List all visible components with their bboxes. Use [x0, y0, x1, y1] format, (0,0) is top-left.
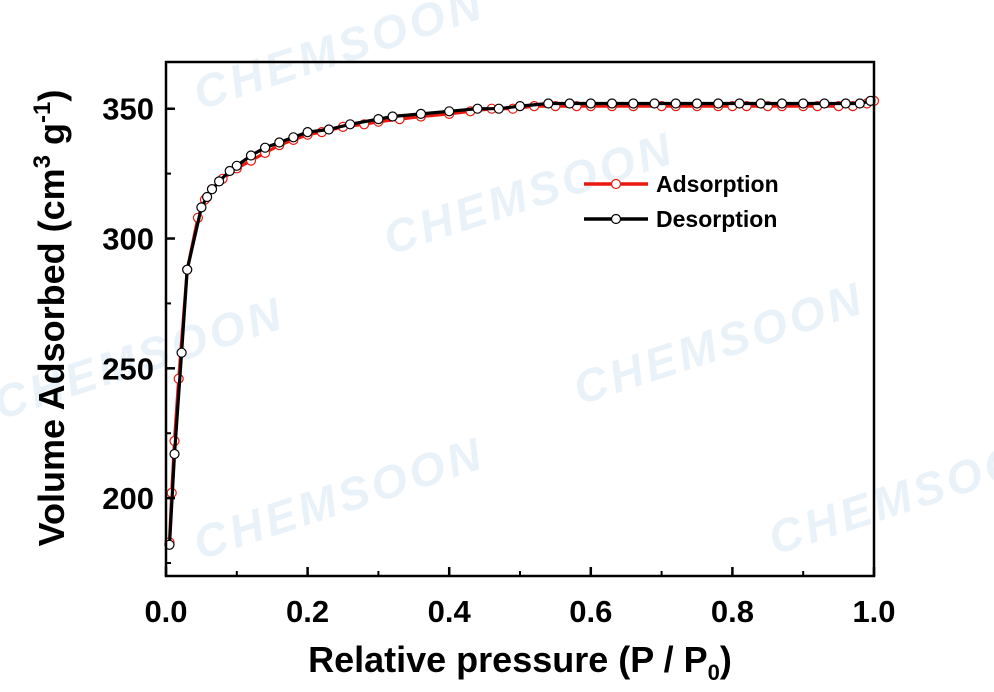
- legend-desorption-label: Desorption: [656, 206, 777, 232]
- desorption-point: [182, 264, 193, 275]
- x-tick-label: 0.4: [428, 594, 472, 629]
- series-layer: [164, 95, 880, 550]
- desorption-point: [323, 124, 334, 135]
- desorption-point: [691, 98, 703, 109]
- desorption-point: [169, 448, 180, 460]
- x-tick-label: 0.0: [144, 594, 187, 629]
- desorption-point: [387, 111, 398, 122]
- desorption-point: [606, 98, 618, 109]
- watermark-text: CHEMSOON: [762, 421, 994, 564]
- x-tick-label: 1.0: [852, 594, 895, 629]
- legend-adsorption-label: Adsorption: [656, 171, 779, 197]
- desorption-point: [819, 98, 830, 109]
- legend-desorption-marker: [610, 213, 622, 225]
- x-axis-title-end: ): [720, 639, 732, 680]
- desorption-point: [373, 113, 384, 125]
- desorption-point: [798, 98, 809, 109]
- y-axis-title-sup-2: -1: [29, 102, 56, 123]
- desorption-point: [585, 98, 596, 109]
- legend-adsorption-marker: [610, 178, 622, 190]
- desorption-point: [245, 150, 257, 161]
- desorption-point: [493, 103, 504, 114]
- desorption-point: [224, 165, 235, 177]
- legend: Adsorption Desorption: [584, 171, 779, 232]
- desorption-point: [260, 142, 271, 153]
- desorption-point: [206, 184, 218, 195]
- desorption-point: [776, 98, 788, 109]
- desorption-point: [543, 98, 554, 109]
- desorption-point: [670, 98, 681, 109]
- x-tick-label: 0.2: [286, 594, 329, 629]
- desorption-point: [472, 103, 483, 114]
- desorption-point: [415, 108, 426, 120]
- y-tick-label: 200: [102, 481, 154, 516]
- watermark-text: CHEMSOON: [567, 271, 871, 414]
- x-tick-label: 0.8: [711, 594, 754, 629]
- desorption-point: [231, 160, 242, 171]
- tick-layer: 0.0 0.2 0.4 0.6 0.8 1.0 200 250 300 350: [102, 92, 895, 629]
- desorption-point: [514, 100, 526, 112]
- y-axis-title: Volume Adsorbed (cm3 g-1): [29, 90, 72, 547]
- desorption-point: [628, 98, 639, 109]
- desorption-point: [345, 119, 356, 130]
- desorption-point: [302, 127, 313, 138]
- watermark-text: CHEMSOON: [377, 121, 681, 264]
- y-tick-label: 250: [102, 351, 154, 386]
- y-tick-label: 350: [102, 92, 154, 127]
- watermark-text: CHEMSOON: [187, 426, 491, 569]
- desorption-point: [176, 347, 187, 358]
- desorption-point: [854, 98, 865, 109]
- desorption-point: [214, 176, 225, 187]
- desorption-point: [288, 132, 299, 143]
- y-axis-title-main: Volume Adsorbed (cm: [31, 168, 72, 546]
- desorption-point: [444, 106, 455, 117]
- desorption-point: [734, 98, 745, 109]
- y-axis-title-sup-1: 3: [29, 155, 56, 168]
- y-tick-label: 300: [102, 222, 154, 257]
- x-axis-title: Relative pressure (P / P0): [308, 639, 732, 685]
- desorption-point: [274, 137, 285, 148]
- desorption-point: [564, 98, 575, 109]
- desorption-point: [713, 98, 724, 109]
- x-axis-title-subscript: 0: [708, 660, 720, 685]
- desorption-point: [755, 98, 766, 109]
- watermark-text: CHEMSOON: [187, 0, 491, 120]
- desorption-point: [649, 98, 660, 109]
- x-tick-label: 0.6: [569, 594, 612, 629]
- y-axis-title-mid: g: [31, 123, 72, 155]
- desorption-point: [202, 191, 213, 203]
- y-axis-title-end: ): [31, 90, 72, 102]
- desorption-point: [840, 98, 851, 109]
- x-axis-title-main: Relative pressure (P / P: [308, 639, 708, 680]
- desorption-point: [196, 202, 207, 213]
